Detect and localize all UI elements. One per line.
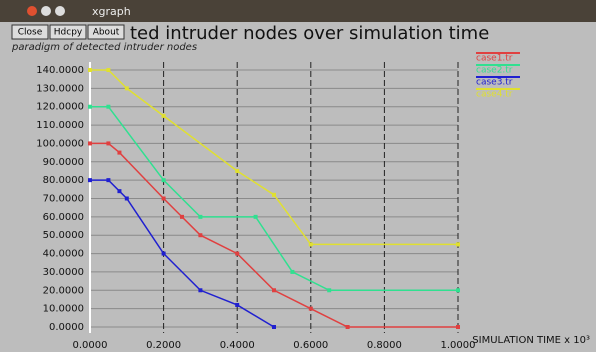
data-point (290, 269, 295, 274)
data-point (106, 178, 111, 183)
data-point (235, 168, 240, 173)
y-tick-label: 100.0000 (36, 138, 84, 149)
series-line (90, 105, 458, 292)
data-point (235, 251, 240, 256)
data-point (253, 214, 258, 219)
x-tick-label: 0.4000 (220, 340, 255, 351)
legend-label: case1.tr (476, 54, 513, 64)
data-point (124, 196, 129, 201)
data-point (88, 178, 92, 183)
x-tick-label: 0.6000 (293, 340, 328, 351)
data-point (106, 68, 111, 72)
x-tick-label: 0.2000 (146, 340, 181, 351)
max-dot[interactable] (55, 6, 65, 16)
y-tick-label: 80.0000 (43, 175, 84, 186)
data-point (161, 113, 166, 118)
data-point (272, 325, 276, 329)
button[interactable] (87, 24, 125, 40)
button-label[interactable]: About (93, 28, 120, 38)
close-dot[interactable] (27, 6, 37, 16)
y-tick-label: 0.0000 (49, 322, 84, 333)
data-point (106, 104, 111, 109)
legend-label: case3.tr (476, 78, 513, 88)
y-tick-label: 70.0000 (43, 194, 84, 205)
data-point (308, 242, 313, 247)
data-point (272, 192, 276, 197)
data-point (117, 189, 122, 194)
y-tick-label: 60.0000 (43, 212, 84, 223)
data-point (106, 141, 111, 146)
data-point (456, 288, 460, 293)
min-dot[interactable] (41, 6, 51, 16)
x-tick-label: 0.8000 (367, 340, 402, 351)
data-point (198, 233, 203, 238)
data-point (272, 288, 276, 293)
y-tick-label: 140.0000 (36, 65, 84, 76)
chart-title: ted intruder nodes over simulation time (130, 23, 489, 44)
data-point (88, 141, 92, 146)
data-point (327, 288, 332, 293)
x-tick-label: 0.0000 (73, 340, 108, 351)
data-point (235, 302, 240, 307)
y-tick-label: 20.0000 (43, 285, 84, 296)
series-line (90, 69, 458, 246)
data-point (117, 150, 122, 155)
data-point (198, 288, 203, 293)
data-point (456, 242, 460, 247)
legend-label: case4.tr (476, 90, 513, 100)
data-point (161, 178, 166, 183)
data-point (161, 251, 166, 256)
data-point (88, 104, 92, 109)
title-bar (0, 0, 596, 22)
data-point (161, 196, 166, 201)
y-tick-label: 40.0000 (43, 249, 84, 260)
data-point (308, 306, 313, 311)
legend-label: case2.tr (476, 66, 513, 76)
y-tick-label: 50.0000 (43, 230, 84, 241)
y-tick-label: 30.0000 (43, 267, 84, 278)
data-point (180, 214, 184, 219)
x-axis-label: SIMULATION TIME x 10³ (472, 335, 590, 346)
y-tick-label: 120.0000 (36, 102, 84, 113)
data-point (345, 325, 350, 329)
y-tick-label: 10.0000 (43, 304, 84, 315)
chart-subtitle: paradigm of detected intruder nodes (11, 42, 197, 53)
button-label[interactable]: Hdcpy (54, 28, 83, 38)
data-point (88, 68, 92, 72)
y-tick-label: 110.0000 (36, 120, 84, 131)
x-tick-label: 1.0000 (441, 340, 476, 351)
data-point (456, 325, 460, 329)
button[interactable] (49, 24, 87, 40)
button[interactable] (11, 24, 49, 40)
data-point (198, 214, 203, 219)
window-title: xgraph (92, 5, 131, 18)
y-tick-label: 130.0000 (36, 83, 84, 94)
buttons: Close Hdcpy About (11, 24, 125, 40)
data-point (124, 86, 129, 91)
button-label[interactable]: Close (18, 28, 43, 38)
y-tick-label: 90.0000 (43, 157, 84, 168)
